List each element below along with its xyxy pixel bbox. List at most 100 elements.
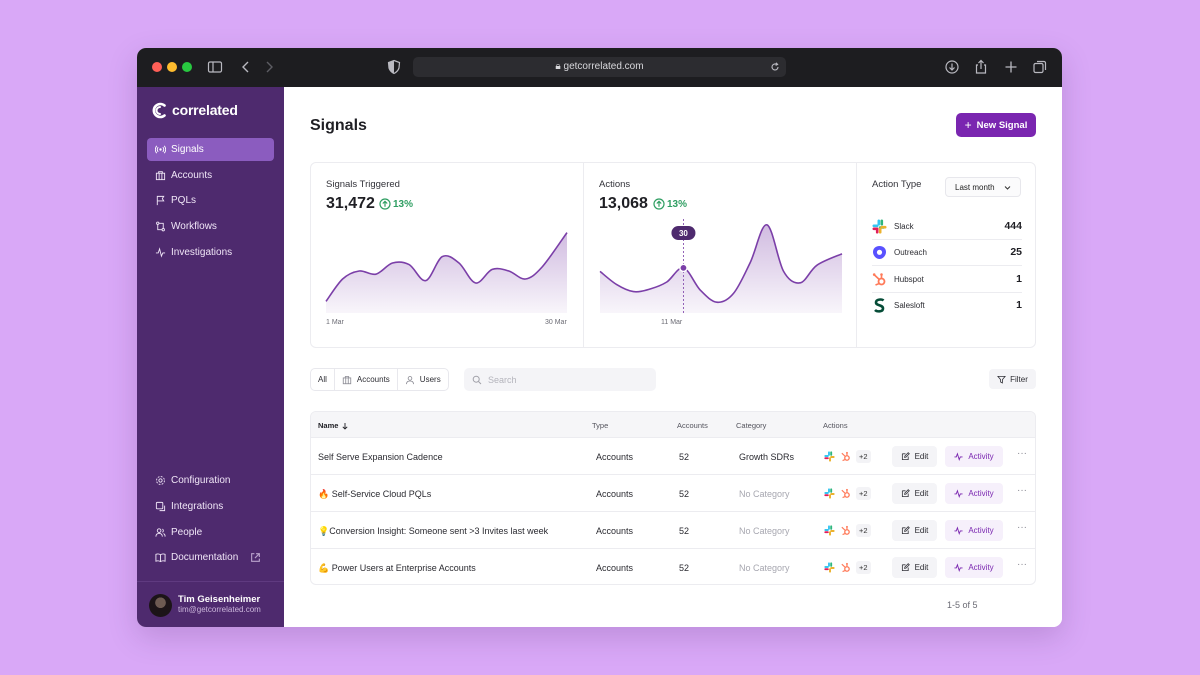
sidebar-toggle-icon[interactable] (207, 59, 223, 75)
action-type-row: Outreach 25 (872, 240, 1022, 266)
action-type-row: Hubspot 1 (872, 267, 1022, 293)
user-name: Tim Geisenheimer (178, 594, 261, 605)
search-input[interactable] (488, 374, 648, 385)
signal-name[interactable]: Self Serve Expansion Cadence (318, 452, 443, 462)
highlight-point[interactable] (679, 263, 688, 273)
forward-icon[interactable] (261, 59, 277, 75)
shield-icon[interactable] (386, 59, 402, 75)
sidebar-item-accounts[interactable]: Accounts (147, 164, 274, 187)
edit-button[interactable]: Edit (892, 520, 937, 541)
activity-icon (954, 563, 963, 572)
address-bar[interactable]: 🔒︎ getcorrelated.com (413, 57, 786, 77)
search-icon (472, 375, 482, 384)
actions-value: 13,068 (599, 195, 648, 212)
new-tab-icon[interactable] (1003, 59, 1019, 75)
sidebar-item-investigations[interactable]: Investigations (147, 241, 274, 264)
signal-category: Growth SDRs (739, 452, 795, 462)
column-header-name[interactable]: Name (318, 421, 349, 430)
close-window-button[interactable] (152, 62, 162, 72)
arrow-up-circle-icon (653, 198, 665, 210)
table-row[interactable]: 🔥 Self-Service Cloud PQLs Accounts 52 No Ca… (311, 475, 1035, 512)
workflow-icon (156, 221, 165, 232)
signals-table: Name Type Accounts Category Actions Self… (310, 411, 1036, 585)
reload-icon[interactable] (770, 62, 780, 72)
x-axis-marker-label: 11 Mar (661, 319, 683, 326)
more-options-button[interactable]: ··· (1017, 522, 1027, 533)
sidebar-item-integrations[interactable]: Integrations (147, 495, 274, 518)
column-header-accounts[interactable]: Accounts (677, 421, 708, 430)
action-type-row: Slack 444 (872, 214, 1022, 240)
tabs-overview-icon[interactable] (1032, 59, 1048, 75)
url-text: getcorrelated.com (563, 61, 644, 72)
back-icon[interactable] (238, 59, 254, 75)
divider (856, 163, 857, 347)
action-type-name: Salesloft (894, 301, 925, 310)
signal-name[interactable]: 🔥 Self-Service Cloud PQLs (318, 489, 432, 499)
edit-label: Edit (914, 563, 929, 572)
action-type-name: Slack (894, 222, 914, 231)
activity-button[interactable]: Activity (945, 483, 1003, 504)
signal-category: No Category (739, 526, 790, 536)
activity-label: Activity (968, 452, 994, 461)
signal-accounts: 52 (679, 452, 690, 462)
signal-accounts: 52 (679, 489, 690, 499)
edit-button[interactable]: Edit (892, 557, 937, 578)
signal-type: Accounts (596, 452, 634, 462)
download-icon[interactable] (944, 59, 960, 75)
table-row[interactable]: 💪 Power Users at Enterprise Accounts Acco… (311, 549, 1035, 584)
segment-users[interactable]: Users (398, 369, 448, 390)
more-options-button[interactable]: ··· (1017, 485, 1027, 496)
activity-button[interactable]: Activity (945, 520, 1003, 541)
stats-card: Signals Triggered 31,472 13% 1 Mar 30 Ma… (310, 162, 1036, 348)
sidebar-item-people[interactable]: People (147, 521, 274, 544)
edit-button[interactable]: Edit (892, 483, 937, 504)
column-header-actions[interactable]: Actions (823, 421, 848, 430)
action-type-count: 1 (1016, 299, 1022, 311)
edit-icon (901, 489, 910, 498)
maximize-window-button[interactable] (182, 62, 192, 72)
segment-all[interactable]: All (311, 369, 335, 390)
activity-button[interactable]: Activity (945, 446, 1003, 467)
slack-icon (824, 451, 835, 462)
table-row[interactable]: 💡Conversion Insight: Someone sent >3 Inv… (311, 512, 1035, 549)
sidebar-item-configuration[interactable]: Configuration (147, 469, 274, 492)
more-actions-badge: +2 (856, 524, 871, 537)
divider (137, 581, 284, 582)
signals-series-area (326, 232, 567, 313)
more-options-button[interactable]: ··· (1017, 559, 1027, 570)
hubspot-icon (841, 451, 850, 462)
signals-triggered-chart[interactable] (325, 227, 568, 313)
column-header-category[interactable]: Category (736, 421, 767, 430)
sidebar-item-label: Workflows (171, 221, 217, 232)
date-range-select[interactable]: Last month (945, 177, 1021, 197)
sidebar-item-pqls[interactable]: PQLs (147, 189, 274, 212)
sidebar-item-workflows[interactable]: Workflows (147, 215, 274, 238)
share-icon[interactable] (973, 59, 989, 75)
sidebar-item-label: People (171, 527, 203, 538)
activity-button[interactable]: Activity (945, 557, 1003, 578)
more-options-button[interactable]: ··· (1017, 448, 1027, 459)
segment-accounts[interactable]: Accounts (335, 369, 398, 390)
signal-name[interactable]: 💪 Power Users at Enterprise Accounts (318, 563, 476, 573)
new-signal-button[interactable]: + New Signal (956, 113, 1036, 137)
column-header-type[interactable]: Type (592, 421, 609, 430)
edit-label: Edit (914, 526, 929, 535)
avatar[interactable] (149, 594, 172, 617)
edit-button[interactable]: Edit (892, 446, 937, 467)
sidebar-item-documentation[interactable]: Documentation (147, 546, 274, 569)
signal-name[interactable]: 💡Conversion Insight: Someone sent >3 Inv… (318, 526, 549, 536)
minimize-window-button[interactable] (167, 62, 177, 72)
sidebar-item-signals[interactable]: Signals (147, 138, 274, 161)
activity-label: Activity (968, 526, 994, 535)
activity-icon (155, 247, 166, 258)
sidebar-item-label: PQLs (171, 195, 197, 206)
table-row[interactable]: Self Serve Expansion Cadence Accounts 52 Gr… (311, 438, 1035, 475)
actions-chart[interactable]: 30 (599, 219, 843, 313)
brand-logo[interactable]: correlated (152, 101, 238, 119)
action-type-count: 1 (1016, 273, 1022, 285)
chevron-down-icon (1004, 186, 1011, 190)
hubspot-icon (841, 525, 850, 536)
filter-button[interactable]: Filter (989, 369, 1036, 389)
action-type-name: Hubspot (894, 275, 924, 284)
arrow-down-icon (342, 422, 348, 430)
